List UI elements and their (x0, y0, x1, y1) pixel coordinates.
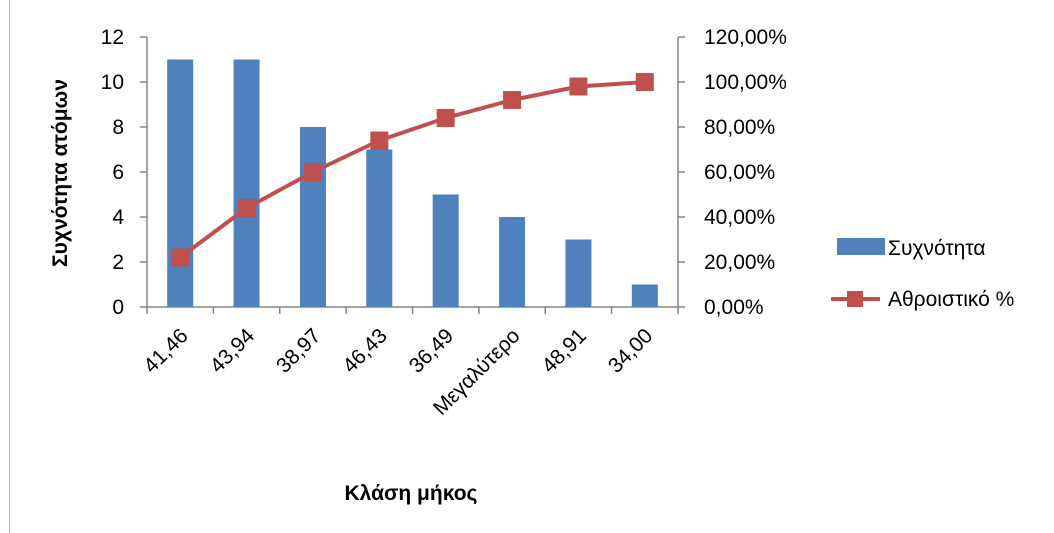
right-y-tick-label: 120,00% (704, 26, 787, 49)
left-y-tick-label: 2 (112, 251, 124, 274)
x-tick-label: 38,97 (272, 324, 325, 377)
left-y-tick-label: 6 (112, 161, 124, 184)
bar (631, 284, 658, 307)
cumulative-line (178, 80, 645, 260)
line-marker (171, 248, 190, 267)
line-series (171, 73, 654, 267)
line-marker (503, 91, 522, 109)
bar (432, 194, 459, 307)
bar (299, 127, 326, 307)
legend: Συχνότητα Αθροιστικό % (831, 237, 1014, 311)
right-y-tick-label: 0,00% (704, 296, 764, 319)
bar (167, 59, 194, 307)
x-tick-label: 36,49 (405, 324, 458, 377)
x-tick-label: 46,43 (338, 324, 391, 377)
line-marker (303, 163, 322, 181)
right-y-tick-label: 80,00% (704, 116, 775, 139)
right-y-tick-label: 60,00% (704, 161, 775, 184)
axes-group (140, 36, 685, 314)
legend-line-label: Αθροιστικό % (888, 288, 1014, 311)
x-tick-label: 34,00 (604, 324, 657, 377)
left-y-tick-label: 12 (101, 26, 124, 49)
right-y-tick-label: 40,00% (704, 206, 775, 229)
right-y-tick-label: 100,00% (704, 71, 787, 94)
left-y-tick-label: 4 (112, 206, 124, 229)
line-marker (569, 77, 588, 96)
left-y-tick-label: 10 (101, 71, 124, 94)
x-tick-label: 43,94 (206, 324, 260, 378)
chart-frame (9, 0, 1054, 533)
legend-bar-swatch (837, 238, 885, 255)
legend-line-marker (847, 291, 863, 307)
y-axis-title: Συχνότητα ατόμων (49, 79, 72, 267)
x-axis-title: Κλάση μήκος (345, 482, 478, 505)
line-marker (635, 73, 654, 91)
line-marker (370, 131, 389, 150)
bar (233, 59, 260, 307)
bar (565, 239, 592, 307)
left-y-tick-label: 0 (112, 296, 124, 319)
legend-bar-label: Συχνότητα (888, 237, 985, 260)
right-y-tick-label: 20,00% (704, 251, 775, 274)
line-marker (436, 109, 455, 127)
bar (366, 149, 393, 307)
x-tick-label: 41,46 (139, 324, 192, 377)
bar (499, 217, 526, 307)
bar-series (167, 59, 658, 307)
line-marker (237, 199, 256, 217)
left-y-tick-label: 8 (112, 116, 124, 139)
x-tick-label: 48,91 (538, 324, 591, 377)
